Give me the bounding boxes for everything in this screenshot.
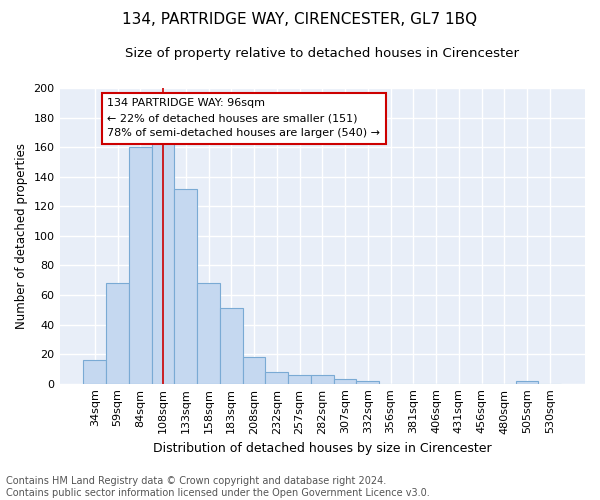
Bar	[197, 283, 220, 384]
Bar	[83, 360, 106, 384]
Bar	[334, 379, 356, 384]
Bar	[175, 188, 197, 384]
Bar	[129, 147, 152, 384]
Bar	[515, 380, 538, 384]
Text: Contains HM Land Registry data © Crown copyright and database right 2024.
Contai: Contains HM Land Registry data © Crown c…	[6, 476, 430, 498]
Bar	[242, 357, 265, 384]
Bar	[265, 372, 288, 384]
Bar	[106, 283, 129, 384]
Bar	[288, 375, 311, 384]
Bar	[152, 142, 175, 384]
Text: 134, PARTRIDGE WAY, CIRENCESTER, GL7 1BQ: 134, PARTRIDGE WAY, CIRENCESTER, GL7 1BQ	[122, 12, 478, 28]
Title: Size of property relative to detached houses in Cirencester: Size of property relative to detached ho…	[125, 48, 519, 60]
Bar	[356, 380, 379, 384]
Bar	[220, 308, 242, 384]
Text: 134 PARTRIDGE WAY: 96sqm
← 22% of detached houses are smaller (151)
78% of semi-: 134 PARTRIDGE WAY: 96sqm ← 22% of detach…	[107, 98, 380, 138]
X-axis label: Distribution of detached houses by size in Cirencester: Distribution of detached houses by size …	[153, 442, 491, 455]
Bar	[311, 375, 334, 384]
Y-axis label: Number of detached properties: Number of detached properties	[15, 143, 28, 329]
